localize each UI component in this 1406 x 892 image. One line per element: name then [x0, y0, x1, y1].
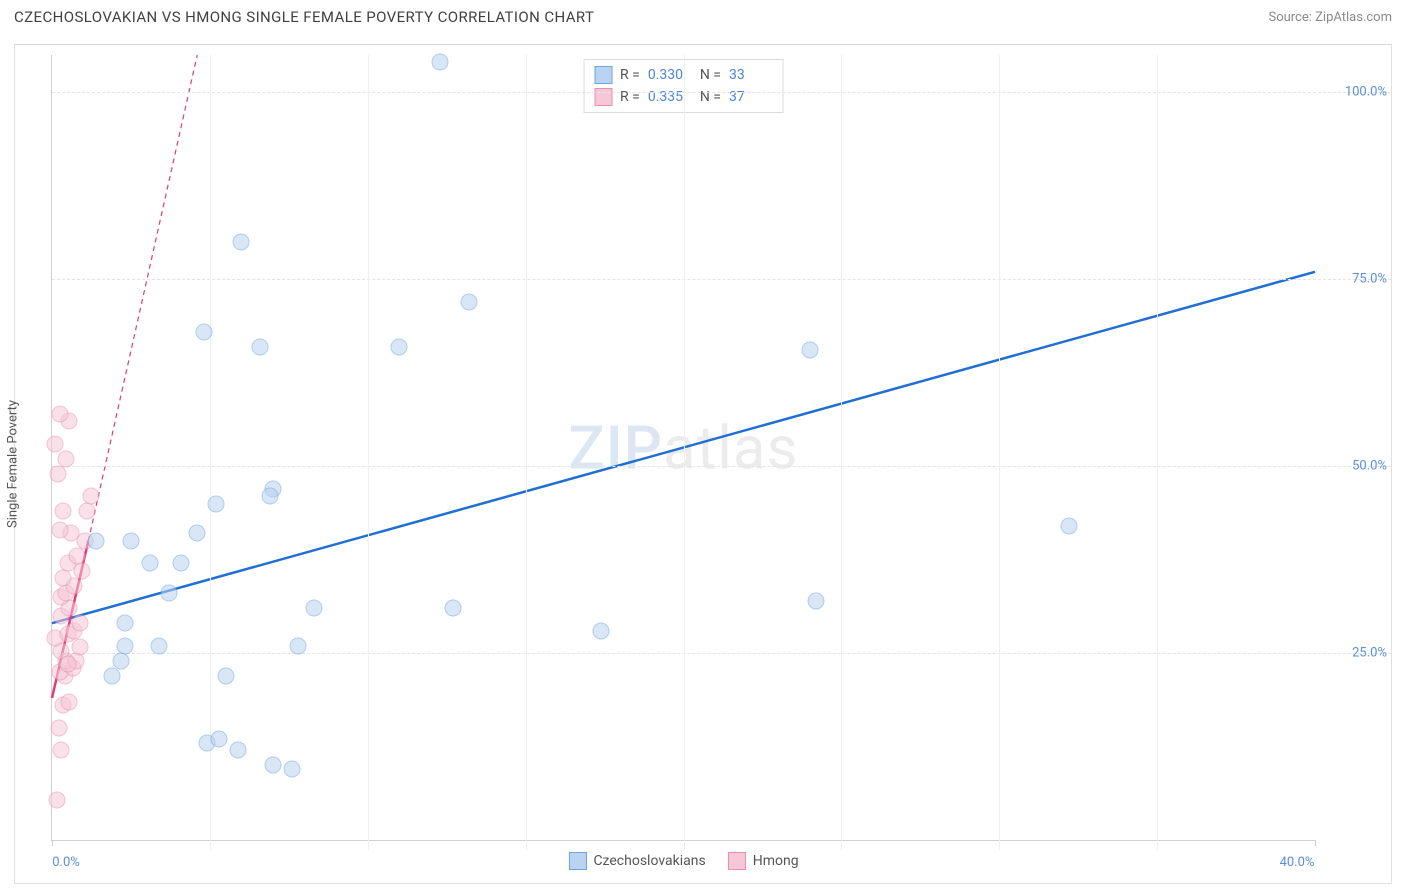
gridline-h: [52, 92, 1391, 93]
y-tick-label: 50.0%: [1352, 459, 1387, 474]
data-point-czech: [265, 757, 282, 774]
data-point-czech: [252, 338, 269, 355]
legend-swatch-hmong: [728, 852, 746, 870]
data-point-czech: [593, 622, 610, 639]
data-point-czech: [283, 760, 300, 777]
data-point-hmong: [51, 405, 68, 422]
data-point-czech: [88, 532, 105, 549]
data-point-czech: [432, 54, 449, 71]
series-legend: Czechoslovakians Hmong: [568, 852, 798, 870]
stats-swatch: [594, 88, 612, 106]
y-tick-label: 100.0%: [1345, 85, 1387, 100]
legend-item-czech: Czechoslovakians: [568, 852, 705, 870]
data-point-czech: [230, 742, 247, 759]
y-axis-label: Single Female Poverty: [6, 400, 21, 528]
data-point-czech: [211, 731, 228, 748]
data-point-czech: [122, 532, 139, 549]
data-point-czech: [801, 342, 818, 359]
source-label: Source: ZipAtlas.com: [1268, 10, 1392, 25]
data-point-czech: [233, 233, 250, 250]
legend-swatch-czech: [568, 852, 586, 870]
data-point-hmong: [58, 450, 75, 467]
r-value: 0.330: [648, 67, 692, 83]
data-point-hmong: [59, 656, 76, 673]
data-point-czech: [391, 338, 408, 355]
data-point-czech: [160, 585, 177, 602]
gridline-h: [52, 653, 1391, 654]
data-point-hmong: [78, 503, 95, 520]
plot-area: ZIPatlas R =0.330N =33R =0.335N =37 Czec…: [51, 55, 1315, 841]
data-point-czech: [261, 488, 278, 505]
data-point-czech: [173, 555, 190, 572]
x-tick-label: 0.0%: [52, 855, 80, 870]
data-point-czech: [116, 615, 133, 632]
data-point-czech: [306, 600, 323, 617]
data-point-hmong: [55, 570, 72, 587]
data-point-hmong: [53, 742, 70, 759]
data-point-czech: [208, 495, 225, 512]
data-point-hmong: [48, 792, 65, 809]
data-point-czech: [460, 293, 477, 310]
data-point-czech: [103, 667, 120, 684]
x-tick-label: 40.0%: [1280, 855, 1315, 870]
data-point-hmong: [51, 521, 68, 538]
stats-swatch: [594, 66, 612, 84]
legend-item-hmong: Hmong: [728, 852, 799, 870]
chart-title: CZECHOSLOVAKIAN VS HMONG SINGLE FEMALE P…: [14, 8, 594, 26]
gridline-h: [52, 279, 1391, 280]
y-tick-label: 25.0%: [1352, 646, 1387, 661]
legend-label-czech: Czechoslovakians: [593, 853, 705, 869]
data-point-hmong: [47, 435, 64, 452]
n-value: 33: [729, 67, 773, 83]
data-point-hmong: [50, 719, 67, 736]
legend-label-hmong: Hmong: [753, 853, 799, 869]
data-point-czech: [141, 555, 158, 572]
x-tick: [52, 840, 53, 846]
data-point-czech: [113, 652, 130, 669]
data-point-czech: [1060, 518, 1077, 535]
data-point-hmong: [72, 615, 89, 632]
r-label: R =: [620, 67, 640, 83]
gridline-h: [52, 466, 1391, 467]
data-point-hmong: [69, 547, 86, 564]
chart-container: Single Female Poverty ZIPatlas R =0.330N…: [14, 44, 1392, 884]
data-point-hmong: [61, 693, 78, 710]
data-point-czech: [290, 637, 307, 654]
data-point-hmong: [55, 503, 72, 520]
data-point-hmong: [50, 465, 67, 482]
data-point-hmong: [72, 639, 89, 656]
x-tick: [1315, 840, 1316, 846]
y-tick-label: 75.0%: [1352, 272, 1387, 287]
data-point-czech: [217, 667, 234, 684]
data-point-hmong: [83, 488, 100, 505]
data-point-czech: [195, 323, 212, 340]
data-point-czech: [808, 592, 825, 609]
data-point-czech: [151, 637, 168, 654]
n-label: N =: [700, 67, 721, 83]
data-point-czech: [189, 525, 206, 542]
data-point-czech: [445, 600, 462, 617]
